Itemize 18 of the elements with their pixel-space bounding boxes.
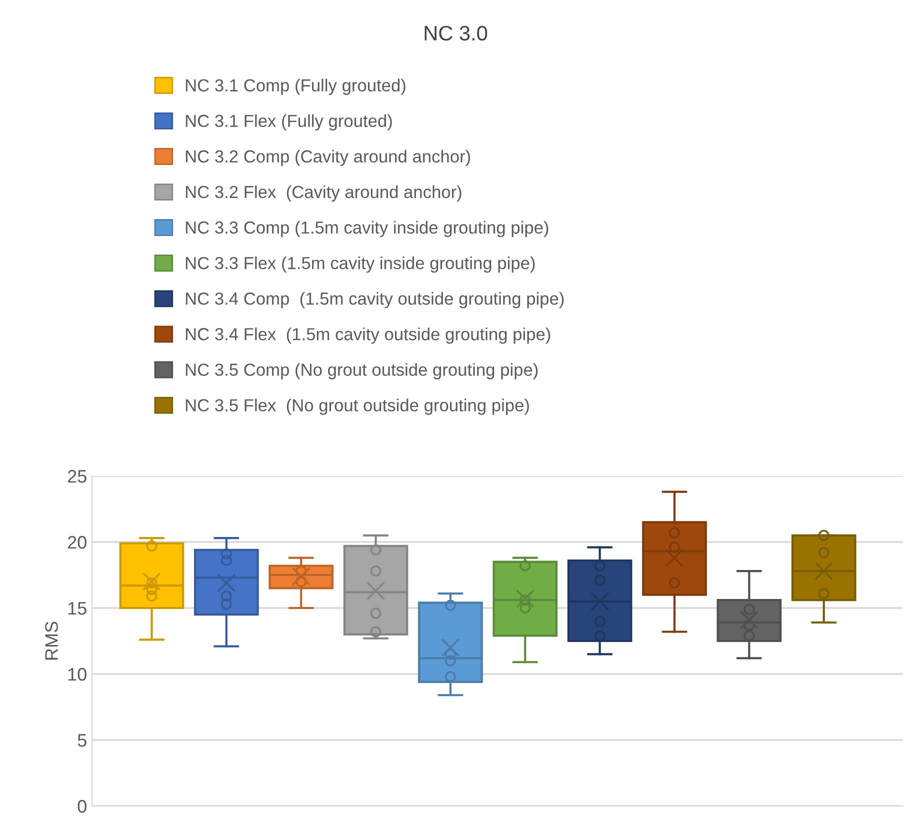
legend-label: NC 3.3 Comp (1.5m cavity inside grouting pipe) (186, 220, 548, 238)
y-tick-label: 15 (68, 602, 86, 615)
y-tick-label: 10 (68, 668, 86, 681)
y-tick-label: 20 (68, 536, 86, 549)
legend-label: NC 3.2 Comp (Cavity around anchor) (186, 150, 470, 166)
y-tick-label: 25 (68, 470, 86, 483)
legend-label: NC 3.5 Flex (No grout outside grouting pipe) (186, 398, 529, 415)
y-tick-label: 0 (78, 800, 86, 813)
y-axis-title: RMS (45, 622, 58, 660)
y-tick-label: 5 (78, 734, 86, 747)
legend-label: NC 3.2 Flex (Cavity around anchor) (186, 185, 462, 202)
legend-label: NC 3.3 Flex (1.5m cavity inside grouting pipe) (186, 256, 535, 273)
legend-label: NC 3.4 Flex (1.5m cavity outside grouting pipe) (186, 328, 550, 344)
legend-label: NC 3.1 Flex (Fully grouted) (186, 114, 392, 130)
legend-label: NC 3.4 Comp (1.5m cavity outside grouting pipe) (186, 292, 564, 308)
legend-label: NC 3.5 Comp (No grout outside grouting pipe) (186, 363, 538, 380)
chart-title: NC 3.0 (424, 26, 488, 41)
legend-label: NC 3.1 Comp (Fully grouted) (186, 78, 406, 95)
